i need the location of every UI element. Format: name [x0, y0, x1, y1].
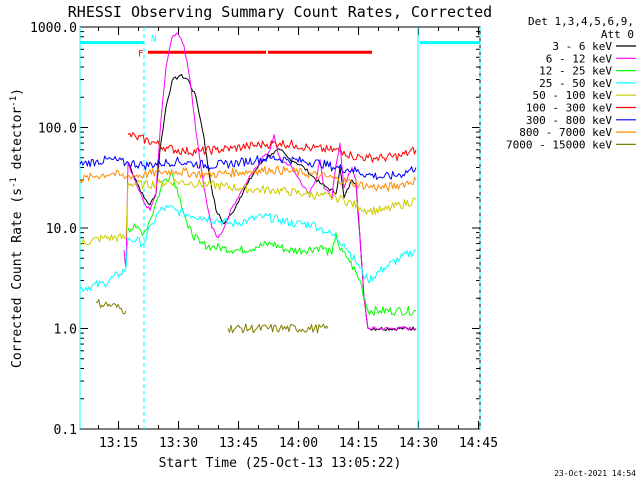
series-line [79, 204, 416, 292]
y-axis-label: Corrected Count Rate (s-1 detector-1) [9, 88, 25, 368]
mode-boundary-lines [79, 27, 481, 429]
series-line [127, 73, 417, 331]
series-line [79, 165, 417, 192]
y-tick-label: 0.1 [54, 423, 77, 438]
legend-entry-label: 7000 - 15000 keV [506, 138, 612, 151]
timestamp: 23-Oct-2021 14:54 [554, 469, 636, 478]
y-axis-label-sup1: -1 [9, 177, 19, 188]
x-tick-label: 13:30 [159, 436, 198, 451]
y-axis-label-sup2: -1 [9, 96, 19, 107]
series-line [79, 178, 417, 246]
legend-entry-label: 12 - 25 keV [539, 65, 612, 78]
legend-entry-label: 800 - 7000 keV [519, 126, 612, 139]
x-tick-label: 14:15 [339, 436, 378, 451]
y-tick-label: 100.0 [38, 122, 77, 137]
legend-header-attenuator: Att 0 [601, 28, 634, 41]
series-lines [79, 32, 417, 334]
y-tick-label: 10.0 [46, 222, 77, 237]
series-line [127, 132, 417, 163]
series-line [123, 32, 417, 331]
series-line [79, 153, 417, 180]
x-tick-labels: 13:15 13:30 13:45 14:00 14:15 14:30 14:45 [99, 436, 498, 451]
x-tick-label: 13:45 [219, 436, 258, 451]
x-tick-label: 13:15 [99, 436, 138, 451]
series-line [127, 172, 417, 316]
series-line [95, 299, 329, 334]
y-tick-label: 1.0 [54, 323, 77, 338]
legend-entry-label: 25 - 50 keV [539, 77, 612, 90]
x-tick-label: 14:30 [399, 436, 438, 451]
x-tick-label: 14:00 [279, 436, 318, 451]
x-axis-label: Start Time (25-Oct-13 13:05:22) [159, 456, 402, 471]
legend-entry-label: 50 - 100 keV [533, 89, 613, 102]
y-axis-label-part1: Corrected Count Rate (s [10, 188, 25, 368]
legend-entry-label: 100 - 300 keV [526, 102, 612, 115]
axis-ticks [80, 26, 480, 430]
y-tick-labels: 0.1 1.0 10.0 100.0 1000.0 [30, 21, 77, 438]
legend-entry-label: 300 - 800 keV [526, 114, 612, 127]
plot-frame [79, 26, 481, 430]
x-tick-label: 14:45 [459, 436, 498, 451]
legend-header-detectors: Det 1,3,4,5,6,9, [528, 15, 634, 28]
y-tick-label: 1000.0 [30, 21, 77, 36]
legend-entry-label: 3 - 6 keV [552, 40, 612, 53]
attenuator-flag-bars: NF [80, 35, 480, 59]
chart-title: RHESSI Observing Summary Count Rates, Co… [68, 3, 492, 21]
legend-entry-label: 6 - 12 keV [546, 52, 613, 65]
flag-bar-label-f: F [138, 49, 143, 59]
flag-bar-label-n: N [151, 35, 156, 45]
y-axis-label-part3: ) [10, 88, 25, 96]
y-axis-label-part2: detector [10, 107, 25, 178]
